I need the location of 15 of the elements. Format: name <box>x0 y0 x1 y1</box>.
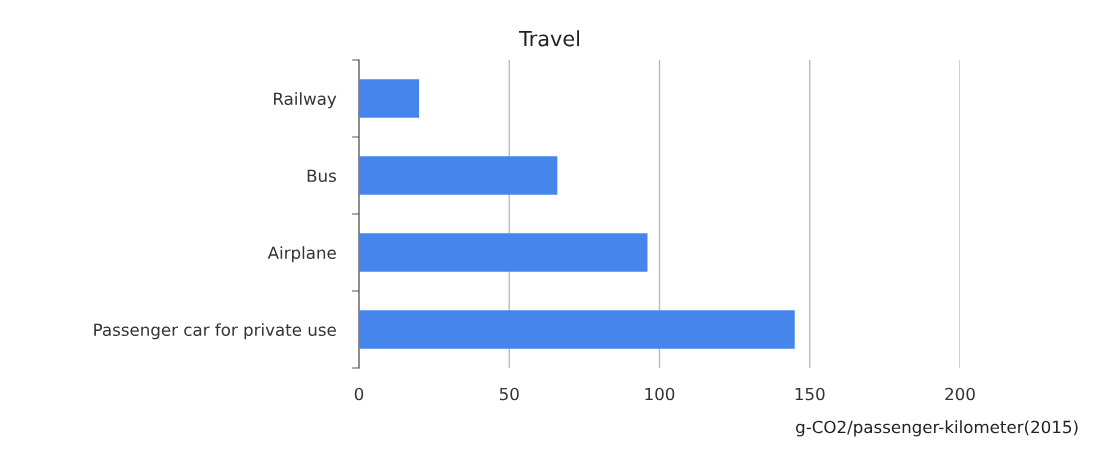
bar <box>359 156 558 195</box>
x-axis-title: g-CO2/passenger-kilometer(2015) <box>796 420 1078 437</box>
y-tick-label: Bus <box>307 169 336 183</box>
x-tick-label: 0 <box>354 387 364 401</box>
x-tick-label: 200 <box>945 387 975 401</box>
x-tick-label: 50 <box>499 387 519 401</box>
y-tick-label: Airplane <box>267 246 336 263</box>
y-tick-label: Railway <box>274 92 337 109</box>
x-tick-label: 100 <box>645 387 675 401</box>
y-tick-label: Passenger car for private use <box>94 323 336 340</box>
bar <box>359 310 795 349</box>
x-tick-label: 150 <box>795 387 825 401</box>
chart-title: Travel <box>518 30 580 47</box>
bar <box>359 79 420 118</box>
bar <box>359 233 648 272</box>
